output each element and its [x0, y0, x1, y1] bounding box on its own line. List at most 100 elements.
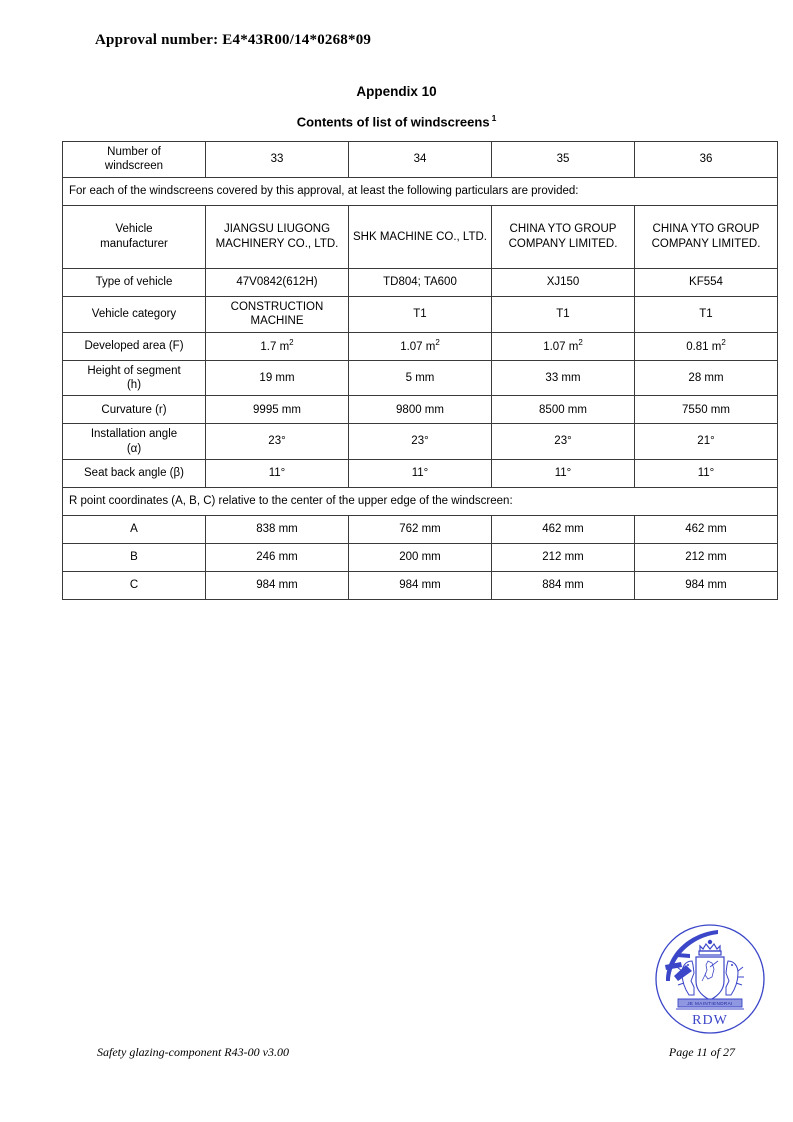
windscreen-number-1: 33: [205, 141, 349, 178]
row-label-rpoint-a: A: [62, 515, 206, 544]
footer-document-reference: Safety glazing-component R43-00 v3.00: [97, 1045, 289, 1059]
seat-back-angle-4: 11°: [634, 459, 778, 488]
curvature-2: 9800 mm: [348, 395, 492, 425]
table-row-vehicle-category: Vehicle category CONSTRUCTION MACHINE T1…: [62, 295, 778, 333]
developed-area-value-3: 1.07 m: [543, 340, 579, 353]
table-row-rpoint-a: A 838 mm 762 mm 462 mm 462 mm: [62, 515, 778, 544]
developed-area-value-1: 1.7 m: [260, 340, 290, 353]
page-subtitle-text: Contents of list of windscreens: [296, 114, 490, 130]
row-label-line2: manufacturer: [100, 237, 168, 250]
windscreen-number-4: 36: [634, 141, 778, 178]
installation-angle-1: 23°: [205, 423, 349, 460]
vehicle-manufacturer-4: CHINA YTO GROUP COMPANY LIMITED.: [634, 204, 778, 269]
vehicle-category-4: T1: [634, 295, 778, 333]
unit-superscript: 2: [435, 337, 440, 347]
stamp-motto-text: JE MAINTIENDRAI: [687, 1001, 733, 1006]
installation-angle-2: 23°: [348, 423, 492, 460]
table-row-rpoint-b: B 246 mm 200 mm 212 mm 212 mm: [62, 543, 778, 572]
vehicle-category-3: T1: [491, 295, 635, 333]
seat-back-angle-3: 11°: [491, 459, 635, 488]
developed-area-1: 1.7 m2: [205, 331, 349, 361]
unit-superscript: 2: [578, 337, 583, 347]
stamp-organization-text: RDW: [692, 1013, 728, 1028]
row-label-type-of-vehicle: Type of vehicle: [62, 267, 206, 297]
page-title: Appendix 10: [356, 84, 437, 99]
row-label-line2: windscreen: [104, 160, 164, 173]
rpoint-b-4: 212 mm: [634, 543, 778, 572]
curvature-4: 7550 mm: [634, 395, 778, 425]
curvature-1: 9995 mm: [205, 395, 349, 425]
developed-area-2: 1.07 m2: [348, 331, 492, 361]
rpoint-c-1: 984 mm: [205, 571, 349, 600]
installation-angle-3: 23°: [491, 423, 635, 460]
type-of-vehicle-1: 47V0842(612H): [205, 267, 349, 297]
row-label-number-of-windscreen: Number of windscreen: [62, 141, 206, 178]
rpoint-b-2: 200 mm: [348, 543, 492, 572]
vehicle-manufacturer-3: CHINA YTO GROUP COMPANY LIMITED.: [491, 204, 635, 269]
seat-back-angle-2: 11°: [348, 459, 492, 488]
row-label-line2: (α): [126, 442, 142, 455]
rpoint-a-4: 462 mm: [634, 515, 778, 544]
page-subtitle: Contents of list of windscreens 1: [0, 113, 793, 129]
rdw-stamp: JE MAINTIENDRAI RDW: [648, 921, 772, 1039]
table-row-height-of-segment: Height of segment (h) 19 mm 5 mm 33 mm 2…: [62, 359, 778, 397]
developed-area-value-4: 0.81 m: [686, 340, 722, 353]
unit-superscript: 2: [289, 337, 294, 347]
particulars-note: For each of the windscreens covered by t…: [62, 176, 778, 206]
type-of-vehicle-3: XJ150: [491, 267, 635, 297]
rpoint-a-2: 762 mm: [348, 515, 492, 544]
vehicle-category-1: CONSTRUCTION MACHINE: [205, 295, 349, 333]
table-row-type-of-vehicle: Type of vehicle 47V0842(612H) TD804; TA6…: [62, 267, 778, 297]
table-row-seat-back-angle: Seat back angle (β) 11° 11° 11° 11°: [62, 459, 778, 488]
row-label-line1: Vehicle: [115, 223, 153, 236]
table-row-vehicle-manufacturer: Vehicle manufacturer JIANGSU LIUGONG MAC…: [62, 204, 778, 269]
vehicle-category-2: T1: [348, 295, 492, 333]
type-of-vehicle-2: TD804; TA600: [348, 267, 492, 297]
table-row-rpoint-note: R point coordinates (A, B, C) relative t…: [62, 487, 778, 516]
rpoint-c-3: 884 mm: [491, 571, 635, 600]
table-row-particulars-note: For each of the windscreens covered by t…: [62, 176, 778, 206]
type-of-vehicle-4: KF554: [634, 267, 778, 297]
seat-back-angle-1: 11°: [205, 459, 349, 488]
table-row-rpoint-c: C 984 mm 984 mm 884 mm 984 mm: [62, 571, 778, 600]
row-label-line1: Installation angle: [90, 428, 178, 441]
developed-area-value-2: 1.07 m: [400, 340, 436, 353]
height-of-segment-3: 33 mm: [491, 359, 635, 397]
table-row-windscreen-numbers: Number of windscreen 33 34 35 36: [62, 141, 778, 178]
rpoint-c-4: 984 mm: [634, 571, 778, 600]
row-label-rpoint-b: B: [62, 543, 206, 572]
footer-page-number: Page 11 of 27: [668, 1045, 735, 1059]
row-label-installation-angle: Installation angle (α): [62, 423, 206, 460]
row-label-line1: Number of: [107, 146, 161, 158]
table-row-developed-area: Developed area (F) 1.7 m2 1.07 m2 1.07 m…: [62, 331, 778, 361]
rpoint-b-1: 246 mm: [205, 543, 349, 572]
vehicle-manufacturer-2: SHK MACHINE CO., LTD.: [348, 204, 492, 269]
table-row-curvature: Curvature (r) 9995 mm 9800 mm 8500 mm 75…: [62, 395, 778, 425]
curvature-3: 8500 mm: [491, 395, 635, 425]
approval-number-line: Approval number: E4*43R00/14*0268*09: [95, 32, 372, 48]
developed-area-3: 1.07 m2: [491, 331, 635, 361]
row-label-seat-back-angle: Seat back angle (β): [62, 459, 206, 488]
developed-area-4: 0.81 m2: [634, 331, 778, 361]
table-row-installation-angle: Installation angle (α) 23° 23° 23° 21°: [62, 423, 778, 460]
vehicle-manufacturer-1: JIANGSU LIUGONG MACHINERY CO., LTD.: [205, 204, 349, 269]
row-label-line2: (h): [126, 378, 142, 391]
row-label-height-of-segment: Height of segment (h): [62, 359, 206, 397]
row-label-rpoint-c: C: [62, 571, 206, 600]
height-of-segment-1: 19 mm: [205, 359, 349, 397]
height-of-segment-2: 5 mm: [348, 359, 492, 397]
row-label-line1: Height of segment: [87, 364, 181, 377]
rpoint-b-3: 212 mm: [491, 543, 635, 572]
height-of-segment-4: 28 mm: [634, 359, 778, 397]
rpoint-a-3: 462 mm: [491, 515, 635, 544]
windscreen-contents-table: Number of windscreen 33 34 35 36 For eac…: [62, 141, 778, 600]
row-label-developed-area: Developed area (F): [62, 331, 206, 361]
unit-superscript: 2: [721, 337, 726, 347]
installation-angle-4: 21°: [634, 423, 778, 460]
windscreen-number-3: 35: [491, 141, 635, 178]
rpoint-a-1: 838 mm: [205, 515, 349, 544]
row-label-vehicle-manufacturer: Vehicle manufacturer: [62, 204, 206, 269]
row-label-curvature: Curvature (r): [62, 395, 206, 425]
subtitle-footnote-marker: 1: [491, 113, 497, 123]
